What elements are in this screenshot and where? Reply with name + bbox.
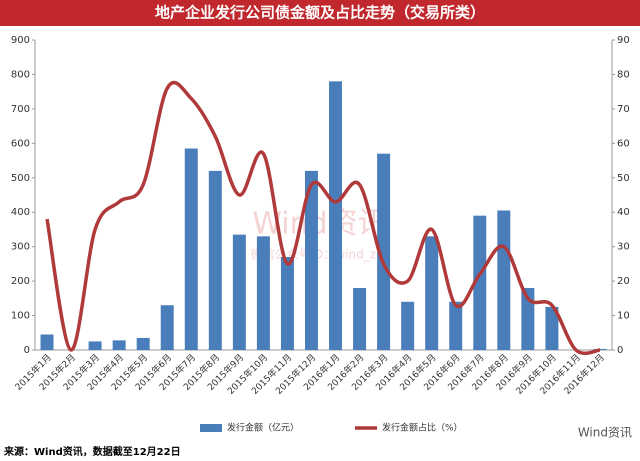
bar (521, 288, 535, 350)
logo: Wind资讯 (578, 426, 632, 440)
bar (232, 234, 246, 350)
y-tick-label: 600 (11, 138, 30, 149)
chart-title: 地产企业发行公司债金额及占比走势（交易所类） (155, 4, 485, 22)
y2-tick-label: 10 (617, 311, 630, 322)
bar (184, 148, 198, 350)
y-tick-label: 400 (11, 207, 30, 218)
line (45, 80, 601, 356)
legend-label: 发行金额（亿元） (227, 422, 299, 434)
watermark-sub: 微信公众号ID：wind_zxs (251, 248, 390, 262)
y2-tick-label: 90 (617, 35, 630, 46)
bar (377, 153, 391, 350)
bar (329, 81, 343, 350)
bar (88, 341, 102, 350)
bar (497, 210, 511, 350)
bar (545, 306, 559, 350)
y-tick-label: 800 (11, 69, 30, 80)
bar (256, 236, 270, 350)
bar (304, 170, 318, 350)
bar (208, 170, 222, 350)
y2-tick-label: 50 (617, 173, 630, 184)
source: 来源：Wind资讯，数据截至12月22日 (3, 445, 181, 458)
bar (112, 340, 126, 350)
bar (353, 288, 367, 350)
y2-tick-label: 20 (617, 276, 630, 287)
bar (473, 215, 487, 350)
y2-tick-label: 60 (617, 138, 630, 149)
title-band (0, 0, 640, 26)
bar (136, 337, 150, 350)
y-tick-label: 700 (11, 104, 30, 115)
bar (449, 301, 463, 350)
y-tick-label: 200 (11, 276, 30, 287)
y2-tick-label: 70 (617, 104, 630, 115)
legend-swatch (200, 424, 222, 432)
bar (425, 236, 439, 350)
y2-tick-label: 80 (617, 69, 630, 80)
y-tick-label: 300 (11, 242, 30, 253)
y2-tick-label: 30 (617, 242, 630, 253)
y-tick-label: 900 (11, 35, 30, 46)
y-tick-label: 500 (11, 173, 30, 184)
y-tick-label: 100 (11, 311, 30, 322)
bar (401, 301, 415, 350)
bar (40, 334, 54, 350)
y2-tick-label: 40 (617, 207, 630, 218)
bar (280, 257, 294, 350)
bar (160, 305, 174, 350)
y-tick-label: 0 (24, 345, 30, 356)
legend-label: 发行金额占比（%） (382, 422, 463, 434)
y2-tick-label: 0 (617, 345, 623, 356)
